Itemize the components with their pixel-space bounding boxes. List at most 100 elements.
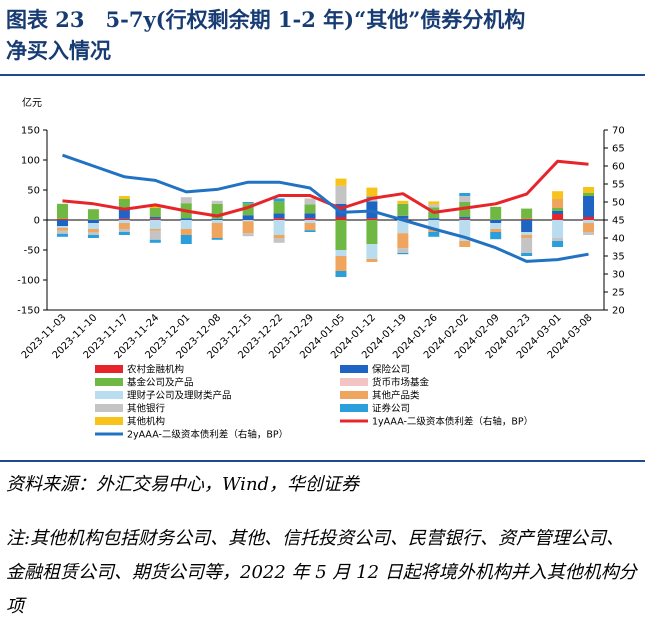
bar-segment <box>242 202 254 204</box>
bar-segment <box>397 253 409 255</box>
series-line <box>62 153 589 263</box>
legend-label: 理财子公司及理财类产品 <box>127 390 232 402</box>
bar-segment <box>335 217 347 220</box>
bar-segment <box>552 208 564 211</box>
bar-segment <box>335 250 347 256</box>
bar-segment <box>118 220 130 223</box>
bar-segment <box>180 229 192 235</box>
legend-label: 其他银行 <box>127 403 166 415</box>
bar-segment <box>56 218 68 220</box>
bar-segment <box>118 208 130 219</box>
y-tick-label: 50 <box>27 186 40 197</box>
bar-segment <box>583 193 595 196</box>
bar-line-chart: 亿元 -150 -100 -50 0 50 100 150 20 25 30 35 40 45 50 55 60… <box>17 96 625 441</box>
bar-segment <box>397 203 409 216</box>
bar-segment <box>552 211 564 214</box>
bar-segment <box>87 235 99 238</box>
bar-segment <box>273 213 285 219</box>
y2-tick-label: 60 <box>612 162 625 173</box>
bar-segment <box>583 220 595 223</box>
bar-segment <box>552 191 564 199</box>
bar-segment <box>304 213 316 219</box>
y-tick-label: 100 <box>21 156 40 167</box>
bar-segment <box>180 235 192 244</box>
y2-tick-label: 55 <box>612 180 625 191</box>
bar-segment <box>552 238 564 241</box>
bar-segment <box>304 198 316 205</box>
y-tick-label: 0 <box>34 216 40 227</box>
bar-segment <box>366 259 378 262</box>
series-line <box>62 159 589 218</box>
y-tick-label: -150 <box>17 306 40 317</box>
bar-segment <box>521 208 533 219</box>
bar-segment <box>118 229 130 232</box>
bar-segment <box>87 229 99 232</box>
bar-segment <box>211 238 223 240</box>
bar-segment <box>242 203 254 216</box>
y2-tick-label: 25 <box>612 288 625 299</box>
legend-label: 农村金融机构 <box>127 364 184 376</box>
bar-segment <box>490 229 502 232</box>
legend-swatch <box>340 404 368 412</box>
bar-segment <box>583 196 595 217</box>
y2-tick-label: 65 <box>612 144 625 155</box>
bar-segment <box>118 218 130 220</box>
y2-tick-label: 35 <box>612 252 625 263</box>
bar-segment <box>583 223 595 232</box>
bar-segment <box>459 196 471 202</box>
legend-swatch <box>340 391 368 399</box>
y-tick-label: 150 <box>21 126 40 137</box>
y2-tick-label: 30 <box>612 270 625 281</box>
bar-segment <box>490 220 502 223</box>
bar-segment <box>273 220 285 235</box>
bar-segment <box>304 220 316 223</box>
bar-segment <box>180 220 192 229</box>
legend-label: 保险公司 <box>372 364 410 376</box>
bar-segment <box>242 220 254 222</box>
bar-segment <box>552 214 564 220</box>
bar-segment <box>56 230 68 234</box>
bar-segment <box>490 206 502 220</box>
figure-title-line-2: 净买入情况 <box>6 38 111 63</box>
bar-segment <box>583 217 595 220</box>
bar-segment <box>87 220 99 223</box>
bar-segment <box>304 230 316 232</box>
bar-segment <box>211 223 223 238</box>
bar-segment <box>149 218 161 220</box>
bar-segment <box>366 244 378 259</box>
bar-segment <box>397 248 409 253</box>
bar-segment <box>428 204 440 208</box>
legend-label: 2yAAA-二级资本债利差（右轴，BP） <box>127 429 288 441</box>
bar-segment <box>273 235 285 238</box>
bar-segment <box>397 233 409 249</box>
bar-segment <box>87 209 99 220</box>
bar-segment <box>521 220 533 232</box>
bar-segment <box>366 187 378 197</box>
bar-segment <box>180 197 192 204</box>
bar-segment <box>273 238 285 243</box>
bar-segment <box>149 230 161 240</box>
bar-segment <box>521 253 533 256</box>
bar-segment <box>552 241 564 247</box>
bar-segment <box>428 232 440 237</box>
legend-label: 证券公司 <box>372 403 410 415</box>
bar-segment <box>149 239 161 243</box>
legend-swatch <box>95 404 123 412</box>
bar-segment <box>552 220 564 238</box>
legend-swatch <box>340 378 368 386</box>
bar-segment <box>335 256 347 271</box>
bar-segment <box>180 218 192 220</box>
bar-segment <box>459 217 471 219</box>
bar-segment <box>459 218 471 220</box>
bar-segment <box>149 206 161 208</box>
source-divider <box>0 460 645 462</box>
legend-label: 其他产品类 <box>372 390 420 402</box>
legend-swatch <box>340 365 368 373</box>
bar-segment <box>428 220 440 229</box>
legend-label: 1yAAA-二级资本债利差（右轴，BP） <box>372 416 533 428</box>
bar-segment <box>521 238 533 253</box>
bar-segment <box>149 220 161 229</box>
figure-title: 图表 23 5-7y(行权剩余期 1-2 年)“其他”债券分机构 净买入情况 <box>6 4 641 66</box>
note-text: 注:其他机构包括财务公司、其他、信托投资公司、民营银行、资产管理公司、金融租赁公… <box>6 528 637 617</box>
y2-tick-label: 70 <box>612 126 625 137</box>
